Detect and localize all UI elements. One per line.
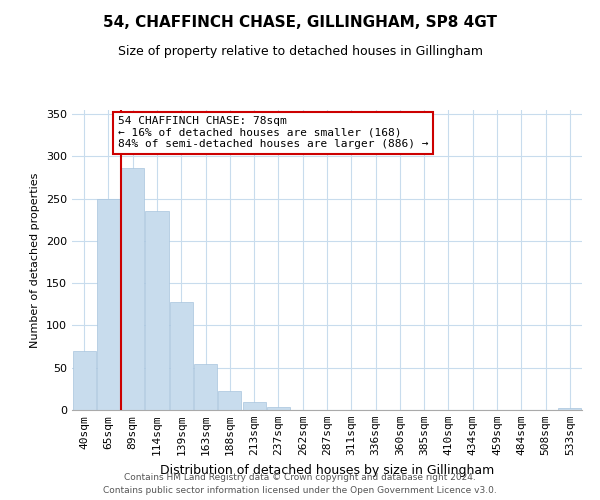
Bar (559, 408, 581, 410)
Bar (267, 406, 290, 410)
Text: 54 CHAFFINCH CHASE: 78sqm
← 16% of detached houses are smaller (168)
84% of semi: 54 CHAFFINCH CHASE: 78sqm ← 16% of detac… (118, 116, 428, 149)
Bar (73, 351, 95, 410)
Bar (97, 198, 120, 410)
Bar (194, 364, 217, 410)
Bar (218, 392, 241, 410)
X-axis label: Distribution of detached houses by size in Gillingham: Distribution of detached houses by size … (160, 464, 494, 476)
Text: 54, CHAFFINCH CHASE, GILLINGHAM, SP8 4GT: 54, CHAFFINCH CHASE, GILLINGHAM, SP8 4GT (103, 15, 497, 30)
Bar (121, 168, 144, 410)
Text: Size of property relative to detached houses in Gillingham: Size of property relative to detached ho… (118, 45, 482, 58)
Text: Contains HM Land Registry data © Crown copyright and database right 2024.: Contains HM Land Registry data © Crown c… (124, 474, 476, 482)
Bar (170, 302, 193, 410)
Bar (145, 212, 169, 410)
Bar (242, 402, 266, 410)
Text: Contains public sector information licensed under the Open Government Licence v3: Contains public sector information licen… (103, 486, 497, 495)
Y-axis label: Number of detached properties: Number of detached properties (31, 172, 40, 348)
